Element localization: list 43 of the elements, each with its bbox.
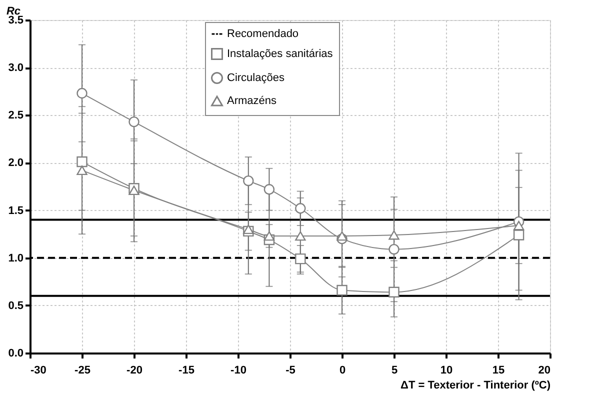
point [264, 231, 275, 241]
y-tick-label: 0.0 [8, 348, 24, 360]
point [513, 220, 524, 230]
point [76, 88, 88, 99]
point [388, 286, 400, 298]
point [243, 175, 254, 186]
x-tick-label: 10 [440, 364, 453, 376]
y-tick-label: 3.5 [8, 14, 24, 26]
x-tick-label: -15 [178, 364, 194, 376]
legend-label: Circulações [227, 72, 285, 84]
x-tick-label: 0 [339, 364, 346, 376]
x-tick-label: -20 [126, 364, 142, 376]
point [76, 166, 88, 176]
point [128, 186, 140, 196]
x-axis-title: ΔT = Texterior - Tinterior (ºC) [400, 380, 551, 392]
x-tick-label: 5 [391, 364, 398, 376]
point [513, 230, 524, 240]
y-tick-label: 3.0 [8, 62, 24, 74]
legend-label: Instalações sanitárias [227, 48, 334, 60]
point [295, 253, 306, 264]
x-tick-label: -5 [286, 364, 296, 376]
point [264, 184, 275, 195]
point [295, 231, 306, 241]
x-tick-label: -10 [230, 364, 246, 376]
y-tick-label: 2.0 [8, 157, 24, 170]
point [243, 224, 254, 234]
y-tick-label: 1.5 [8, 204, 24, 217]
point [388, 230, 400, 240]
x-tick-label: -25 [74, 364, 90, 376]
x-tick-label: 20 [538, 364, 550, 376]
y-tick-label: 0.5 [8, 300, 24, 312]
legend-label: Recomendado [227, 28, 299, 40]
point [336, 231, 348, 241]
point [76, 156, 88, 168]
x-tick-label: 15 [492, 364, 505, 376]
y-tick-label: 2.5 [8, 110, 24, 122]
point [128, 116, 140, 128]
y-tick-label: 1.0 [8, 252, 24, 264]
point [388, 244, 400, 255]
point [336, 284, 348, 296]
x-tick-label: -30 [30, 364, 46, 376]
point [295, 203, 306, 214]
legend-label: Armazéns [227, 95, 278, 107]
